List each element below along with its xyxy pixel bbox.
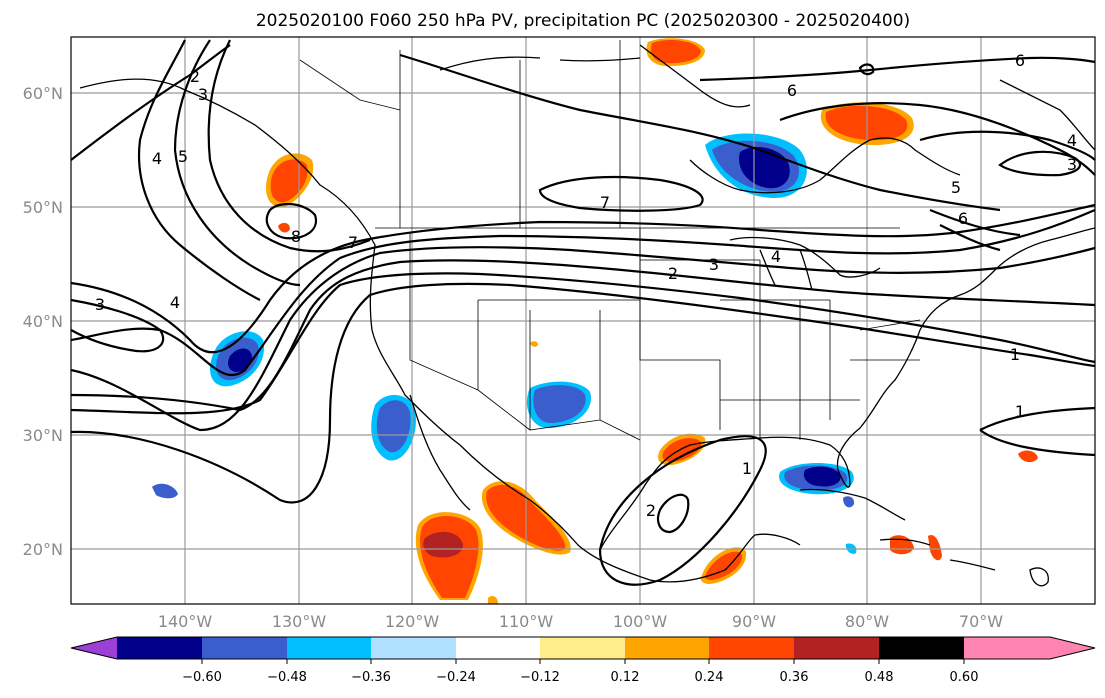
precip-negative-florida bbox=[779, 463, 854, 495]
lon-label-120w: 120°W bbox=[385, 612, 440, 631]
pv-label: 4 bbox=[170, 293, 180, 312]
colorbar-segment-10 bbox=[879, 637, 964, 659]
pv-label: 6 bbox=[787, 81, 797, 100]
lat-label-50n: 50°N bbox=[23, 198, 63, 217]
lon-label-80w: 80°W bbox=[845, 612, 889, 631]
pv-label: 3 bbox=[709, 255, 719, 274]
precip-negative-small-pacific bbox=[152, 483, 178, 499]
precip-negative-small-cuba bbox=[843, 496, 855, 508]
colorbar-segment-2 bbox=[202, 637, 287, 659]
pv-label: 5 bbox=[178, 147, 188, 166]
colorbar-tick-label: −0.48 bbox=[267, 670, 307, 685]
colorbar-tick-label: −0.36 bbox=[351, 670, 391, 685]
pv-label: 2 bbox=[668, 264, 678, 283]
precip-negative-baja bbox=[371, 394, 416, 461]
colorbar-outline bbox=[70, 636, 1096, 660]
pv-label: 3 bbox=[95, 295, 105, 314]
map-panel: 2 3 4 5 8 7 3 4 6 7 2 3 4 6 5 6 3 4 1 1 … bbox=[70, 36, 1096, 605]
precip-negative-southwest bbox=[526, 381, 592, 428]
coastlines bbox=[79, 44, 1096, 587]
colorbar-segment-3 bbox=[287, 637, 371, 659]
colorbar-tick-label: 0.12 bbox=[611, 670, 640, 685]
lon-label-140w: 140°W bbox=[158, 612, 213, 631]
lat-label-30n: 30°N bbox=[23, 426, 63, 445]
colorbar-tick-label: −0.60 bbox=[182, 670, 222, 685]
lon-label-70w: 70°W bbox=[959, 612, 1003, 631]
colorbar-tick-label: 0.24 bbox=[695, 670, 724, 685]
precip-positive-labrador bbox=[646, 38, 705, 67]
lon-label-90w: 90°W bbox=[732, 612, 776, 631]
colorbar: −0.60 −0.48 −0.36 −0.24 −0.12 0.12 0.24 … bbox=[70, 636, 1096, 685]
colorbar-segment-5 bbox=[456, 637, 540, 659]
pv-label: 1 bbox=[1010, 345, 1020, 364]
longitude-labels: 140°W 130°W 120°W 110°W 100°W 90°W 80°W … bbox=[158, 612, 1003, 631]
colorbar-segment-8 bbox=[709, 637, 794, 659]
pv-label: 1 bbox=[742, 459, 752, 478]
precip-positive-atlantic bbox=[1018, 450, 1038, 463]
lon-label-130w: 130°W bbox=[272, 612, 327, 631]
colorbar-segment-4 bbox=[371, 637, 456, 659]
pv-contour-labels: 2 3 4 5 8 7 3 4 6 7 2 3 4 6 5 6 3 4 1 1 … bbox=[95, 51, 1077, 520]
precip-positive-small-sea bbox=[488, 596, 498, 604]
lat-label-60n: 60°N bbox=[23, 84, 63, 103]
precip-negative-ontario bbox=[705, 133, 807, 198]
pv-label: 5 bbox=[951, 178, 961, 197]
colorbar-tick-label: −0.12 bbox=[520, 670, 560, 685]
colorbar-segment-7 bbox=[625, 637, 709, 659]
colorbar-tick-label: −0.24 bbox=[436, 670, 476, 685]
precip-positive-hispaniola bbox=[928, 534, 942, 561]
pv-label: 8 bbox=[291, 227, 301, 246]
pv-label: 3 bbox=[1067, 155, 1077, 174]
lat-label-40n: 40°N bbox=[23, 312, 63, 331]
colorbar-tick-label: 0.60 bbox=[950, 670, 979, 685]
lon-label-110w: 110°W bbox=[499, 612, 554, 631]
precip-positive-small-bc bbox=[278, 222, 290, 233]
pv-label: 6 bbox=[1015, 51, 1025, 70]
pv-label: 2 bbox=[646, 501, 656, 520]
colorbar-extend-high bbox=[964, 637, 1095, 659]
lat-label-20n: 20°N bbox=[23, 540, 63, 559]
pv-label: 2 bbox=[190, 67, 200, 86]
precip-positive-small-nm bbox=[530, 341, 538, 347]
colorbar-segment-9 bbox=[794, 637, 879, 659]
pv-contours bbox=[70, 39, 1096, 586]
pv-label: 6 bbox=[958, 209, 968, 228]
colorbar-extend-low bbox=[71, 637, 117, 659]
precip-positive-mexico-west bbox=[415, 512, 483, 600]
pv-label: 1 bbox=[1015, 402, 1025, 421]
pv-label: 4 bbox=[1067, 131, 1077, 150]
map-border bbox=[70, 36, 1096, 605]
figure-title: 2025020100 F060 250 hPa PV, precipitatio… bbox=[256, 11, 910, 31]
colorbar-tick-label: 0.36 bbox=[780, 670, 809, 685]
pv-label: 3 bbox=[198, 85, 208, 104]
colorbar-segment-6 bbox=[540, 637, 625, 659]
colorbar-segment-1 bbox=[117, 637, 202, 659]
colorbar-tick-marks bbox=[201, 659, 965, 664]
pv-label: 7 bbox=[348, 233, 358, 252]
pv-label: 4 bbox=[152, 149, 162, 168]
latitude-labels: 60°N 50°N 40°N 30°N 20°N bbox=[23, 84, 63, 559]
lon-label-100w: 100°W bbox=[613, 612, 668, 631]
pv-label: 4 bbox=[771, 247, 781, 266]
colorbar-tick-label: 0.48 bbox=[865, 670, 894, 685]
pv-label: 7 bbox=[600, 193, 610, 212]
